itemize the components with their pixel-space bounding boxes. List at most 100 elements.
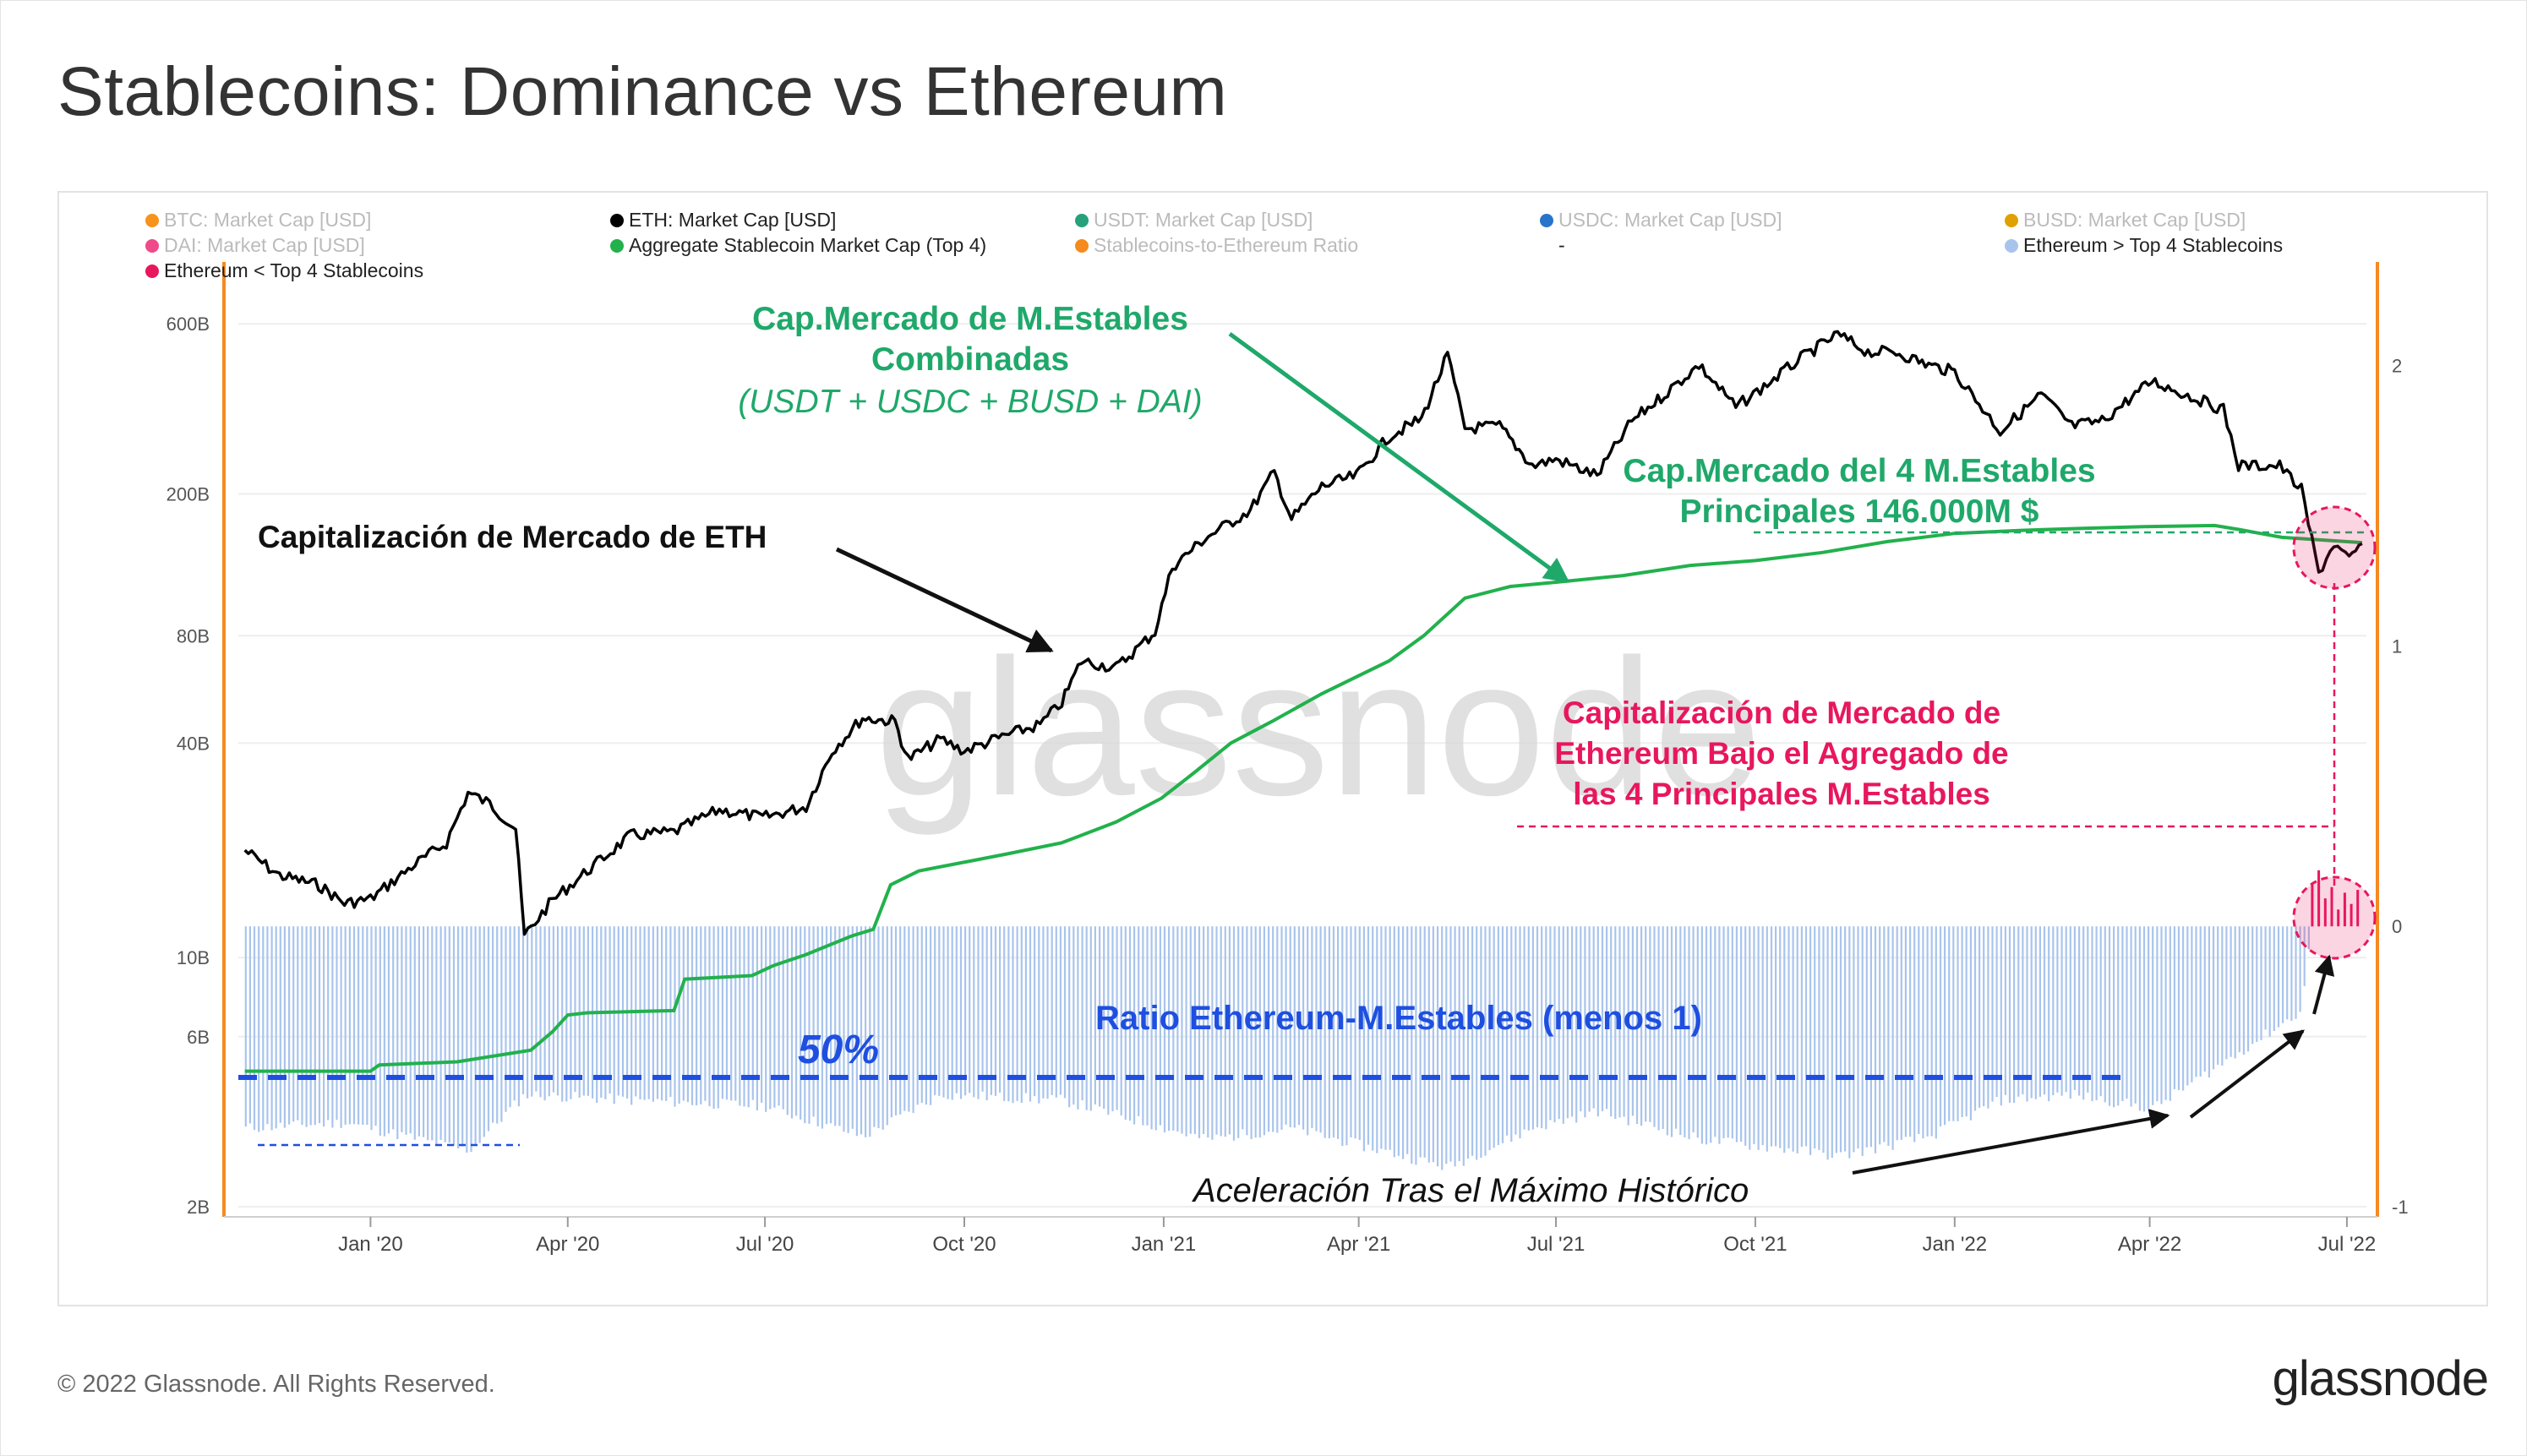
x-tick-label: Apr '20 (536, 1233, 599, 1256)
ratio-bar (1935, 926, 1937, 1139)
ratio-bar (318, 926, 321, 1124)
ratio-bar (1904, 926, 1907, 1137)
ratio-bar (431, 926, 434, 1141)
ratio-bar (1497, 926, 1499, 1146)
ratio-bar (500, 926, 503, 1122)
x-ticks: Jan '20 Apr '20 Jul '20 Oct '20 Jan '21 Apr '… (338, 1217, 2376, 1256)
ratio-bar (1038, 926, 1040, 1104)
watermark: glassnode (876, 619, 1762, 836)
ratio-bar (1211, 926, 1214, 1140)
ratio-bar (1896, 926, 1898, 1141)
ratio-bar (899, 926, 902, 1115)
ratio-bar (1957, 926, 1959, 1121)
ratio-bar (2273, 926, 2275, 1032)
ratio-bar (1437, 926, 1439, 1167)
ratio-bar (1289, 926, 1291, 1128)
ratio-bar (409, 926, 412, 1134)
ratio-bar (1484, 926, 1487, 1156)
legend-swatch (1540, 214, 1553, 227)
ratio-bar (1034, 926, 1036, 1097)
ratio-bar (1978, 926, 1981, 1108)
ratio-bar (652, 926, 654, 1102)
legend-label: - (1558, 234, 1565, 256)
page-title: Stablecoins: Dominance vs Ethereum (57, 53, 1228, 130)
ratio-bar (609, 926, 611, 1094)
ratio-bar (270, 926, 273, 1131)
y-left-tick-label: 6B (187, 1027, 210, 1048)
ratio-bar (435, 926, 438, 1146)
legend-item: Ethereum > Top 4 Stablecoins (2005, 234, 2283, 256)
ratio-bar (665, 926, 668, 1101)
accel-arrow-2 (2189, 1029, 2305, 1119)
ratio-bar (1987, 926, 1989, 1109)
ratio-bar (348, 926, 351, 1125)
ratio-bar (808, 926, 810, 1124)
ratio-bars (244, 926, 2310, 1170)
ratio-bar (2117, 926, 2120, 1106)
top4-annotation-line-1: Cap.Mercado del 4 M.Estables (1623, 453, 2095, 489)
ratio-bar (439, 926, 442, 1140)
ratio-bar (418, 926, 420, 1137)
below-annotation-line-3: las 4 Principales M.Estables (1573, 777, 1990, 811)
ratio-bar (994, 926, 997, 1096)
legend-item: USDC: Market Cap [USD] (1540, 209, 1782, 231)
ratio-bar (1081, 926, 1083, 1101)
ratio-bar (1397, 926, 1400, 1156)
eth-arrow (835, 547, 1054, 653)
x-tick-label: Apr '21 (1327, 1233, 1390, 1256)
ratio-bar (661, 926, 663, 1101)
ratio-bar (1675, 926, 1678, 1129)
ratio-bar (297, 926, 299, 1121)
ratio-bar (1029, 926, 1032, 1102)
ratio-bar (1688, 926, 1690, 1139)
ratio-bar (1263, 926, 1265, 1136)
ratio-bar (1887, 926, 1890, 1146)
ratio-bar (556, 926, 559, 1096)
ratio-bar (466, 926, 468, 1153)
ratio-bar (739, 926, 741, 1106)
y-right-tick-label: -1 (2392, 1197, 2409, 1218)
ratio-bar (1471, 926, 1474, 1156)
ratio-bar (327, 926, 330, 1121)
ratio-bar (730, 926, 733, 1101)
ratio-bar (2290, 926, 2293, 1022)
ratio-bar (1770, 926, 1773, 1147)
ratio-bar (2030, 926, 2033, 1099)
ratio-bar (448, 926, 450, 1143)
ratio-bar (873, 926, 876, 1127)
ratio-bar (1146, 926, 1149, 1126)
ratio-bar (1948, 926, 1951, 1121)
ratio-bar (696, 926, 698, 1106)
ratio-bar (1705, 926, 1708, 1145)
fifty-percent-label: 50% (798, 1028, 879, 1072)
ratio-bar (1592, 926, 1595, 1109)
ratio-bar (1181, 926, 1183, 1134)
ratio-bar (1865, 926, 1868, 1148)
ratio-bar (2065, 926, 2067, 1093)
ratio-bar (362, 926, 364, 1126)
ratio-bar (392, 926, 395, 1130)
ratio-bar (1536, 926, 1539, 1128)
ratio-bar (1415, 926, 1417, 1165)
legend-swatch (610, 214, 624, 227)
ratio-bar (1449, 926, 1452, 1162)
below-bar (2330, 886, 2333, 927)
ratio-bar (1059, 926, 1062, 1095)
ratio-bar (2017, 926, 2020, 1097)
ratio-bar (1393, 926, 1395, 1158)
ratio-bar (2142, 926, 2146, 1112)
ratio-bar (1354, 926, 1356, 1139)
ratio-bar (483, 926, 485, 1137)
legend-item: DAI: Market Cap [USD] (145, 234, 365, 256)
ratio-bar (1107, 926, 1110, 1115)
ratio-bar (352, 926, 356, 1125)
ratio-bar (396, 926, 399, 1139)
ratio-bar (527, 926, 529, 1099)
ratio-bar (1345, 926, 1348, 1146)
y-left-tick-label: 2B (187, 1197, 210, 1218)
ratio-bar (2307, 926, 2310, 950)
ratio-bar (517, 926, 520, 1107)
x-tick-label: Jul '22 (2318, 1233, 2377, 1256)
ratio-bar (1814, 926, 1816, 1149)
ratio-bar (938, 926, 941, 1096)
